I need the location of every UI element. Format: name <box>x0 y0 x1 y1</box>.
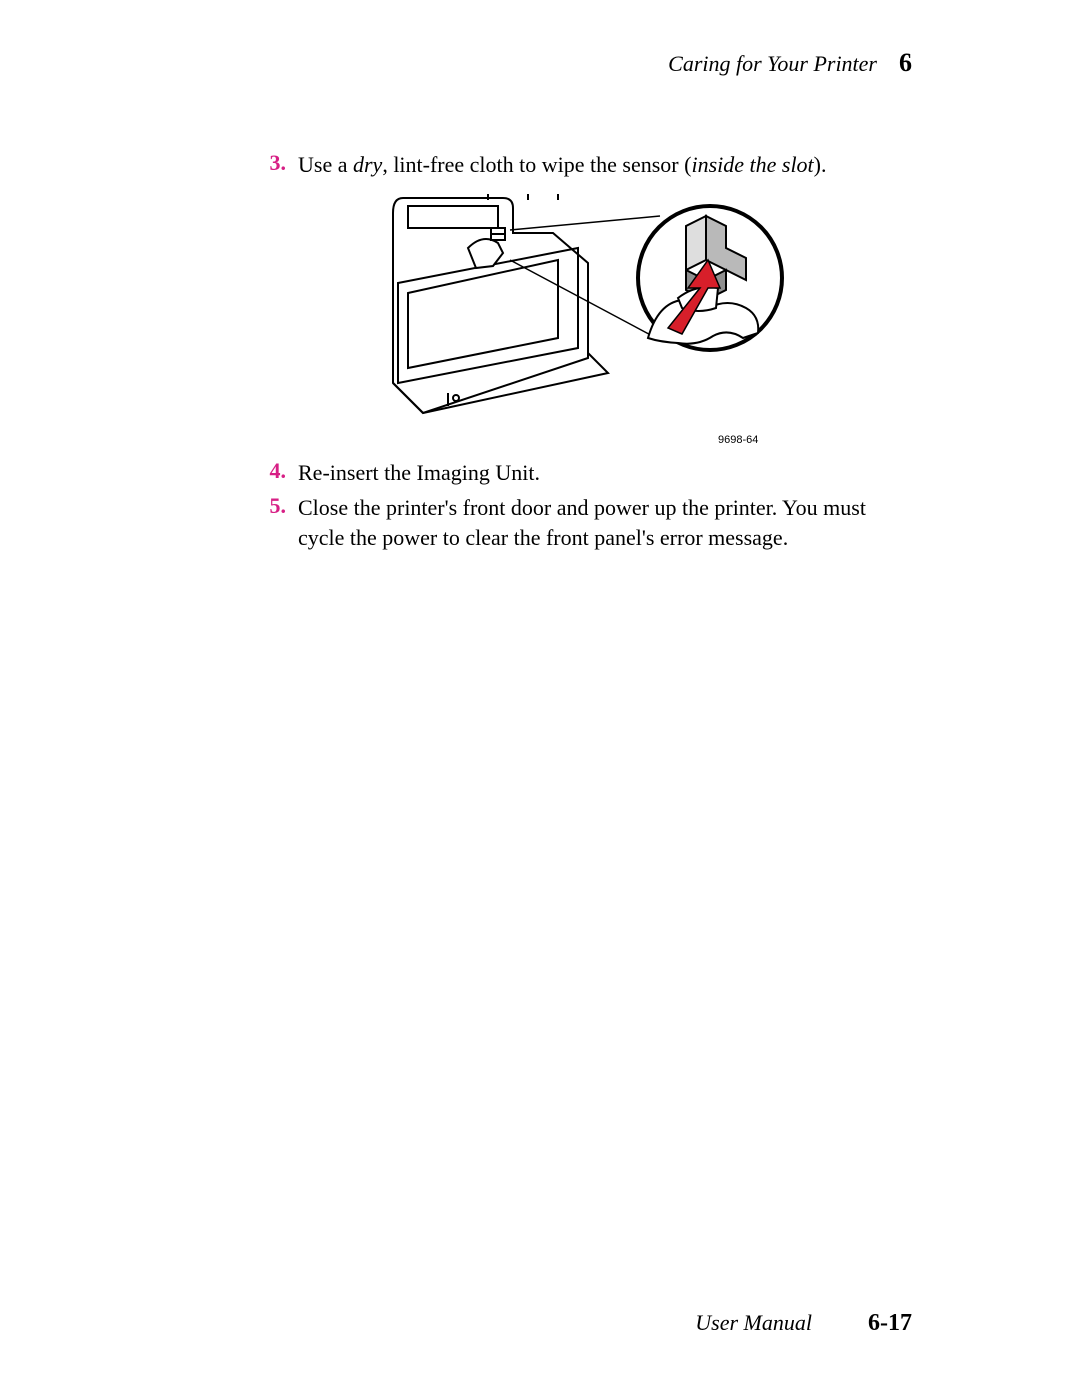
footer-page-number: 6-17 <box>868 1310 912 1337</box>
printer-wipe-sensor-illustration: 9698-64 <box>348 188 808 448</box>
step-3: 3. Use a dry, lint-free cloth to wipe th… <box>258 150 898 180</box>
header-title: Caring for Your Printer <box>668 51 877 77</box>
step-text-em: inside the slot <box>691 152 813 177</box>
figure-caption: 9698-64 <box>718 434 758 446</box>
step-text: Use a dry, lint-free cloth to wipe the s… <box>298 150 827 180</box>
step-text-em: dry <box>353 152 382 177</box>
page: Caring for Your Printer 6 3. Use a dry, … <box>0 0 1080 1397</box>
header-chapter-number: 6 <box>899 48 912 78</box>
content-area: 3. Use a dry, lint-free cloth to wipe th… <box>258 150 898 559</box>
step-number: 3. <box>258 150 298 180</box>
step-text-part: Use a <box>298 152 353 177</box>
running-footer: User Manual 6-17 <box>695 1310 912 1337</box>
step-text-part: , lint-free cloth to wipe the sensor ( <box>382 152 691 177</box>
step-text-part: ). <box>814 152 827 177</box>
step-text: Close the printer's front door and power… <box>298 493 898 552</box>
step-number: 5. <box>258 493 298 552</box>
footer-title: User Manual <box>695 1310 812 1336</box>
instruction-figure: 9698-64 <box>258 188 898 448</box>
step-5: 5. Close the printer's front door and po… <box>258 493 898 552</box>
step-number: 4. <box>258 458 298 488</box>
step-text: Re-insert the Imaging Unit. <box>298 458 540 488</box>
step-4: 4. Re-insert the Imaging Unit. <box>258 458 898 488</box>
running-header: Caring for Your Printer 6 <box>668 48 912 78</box>
